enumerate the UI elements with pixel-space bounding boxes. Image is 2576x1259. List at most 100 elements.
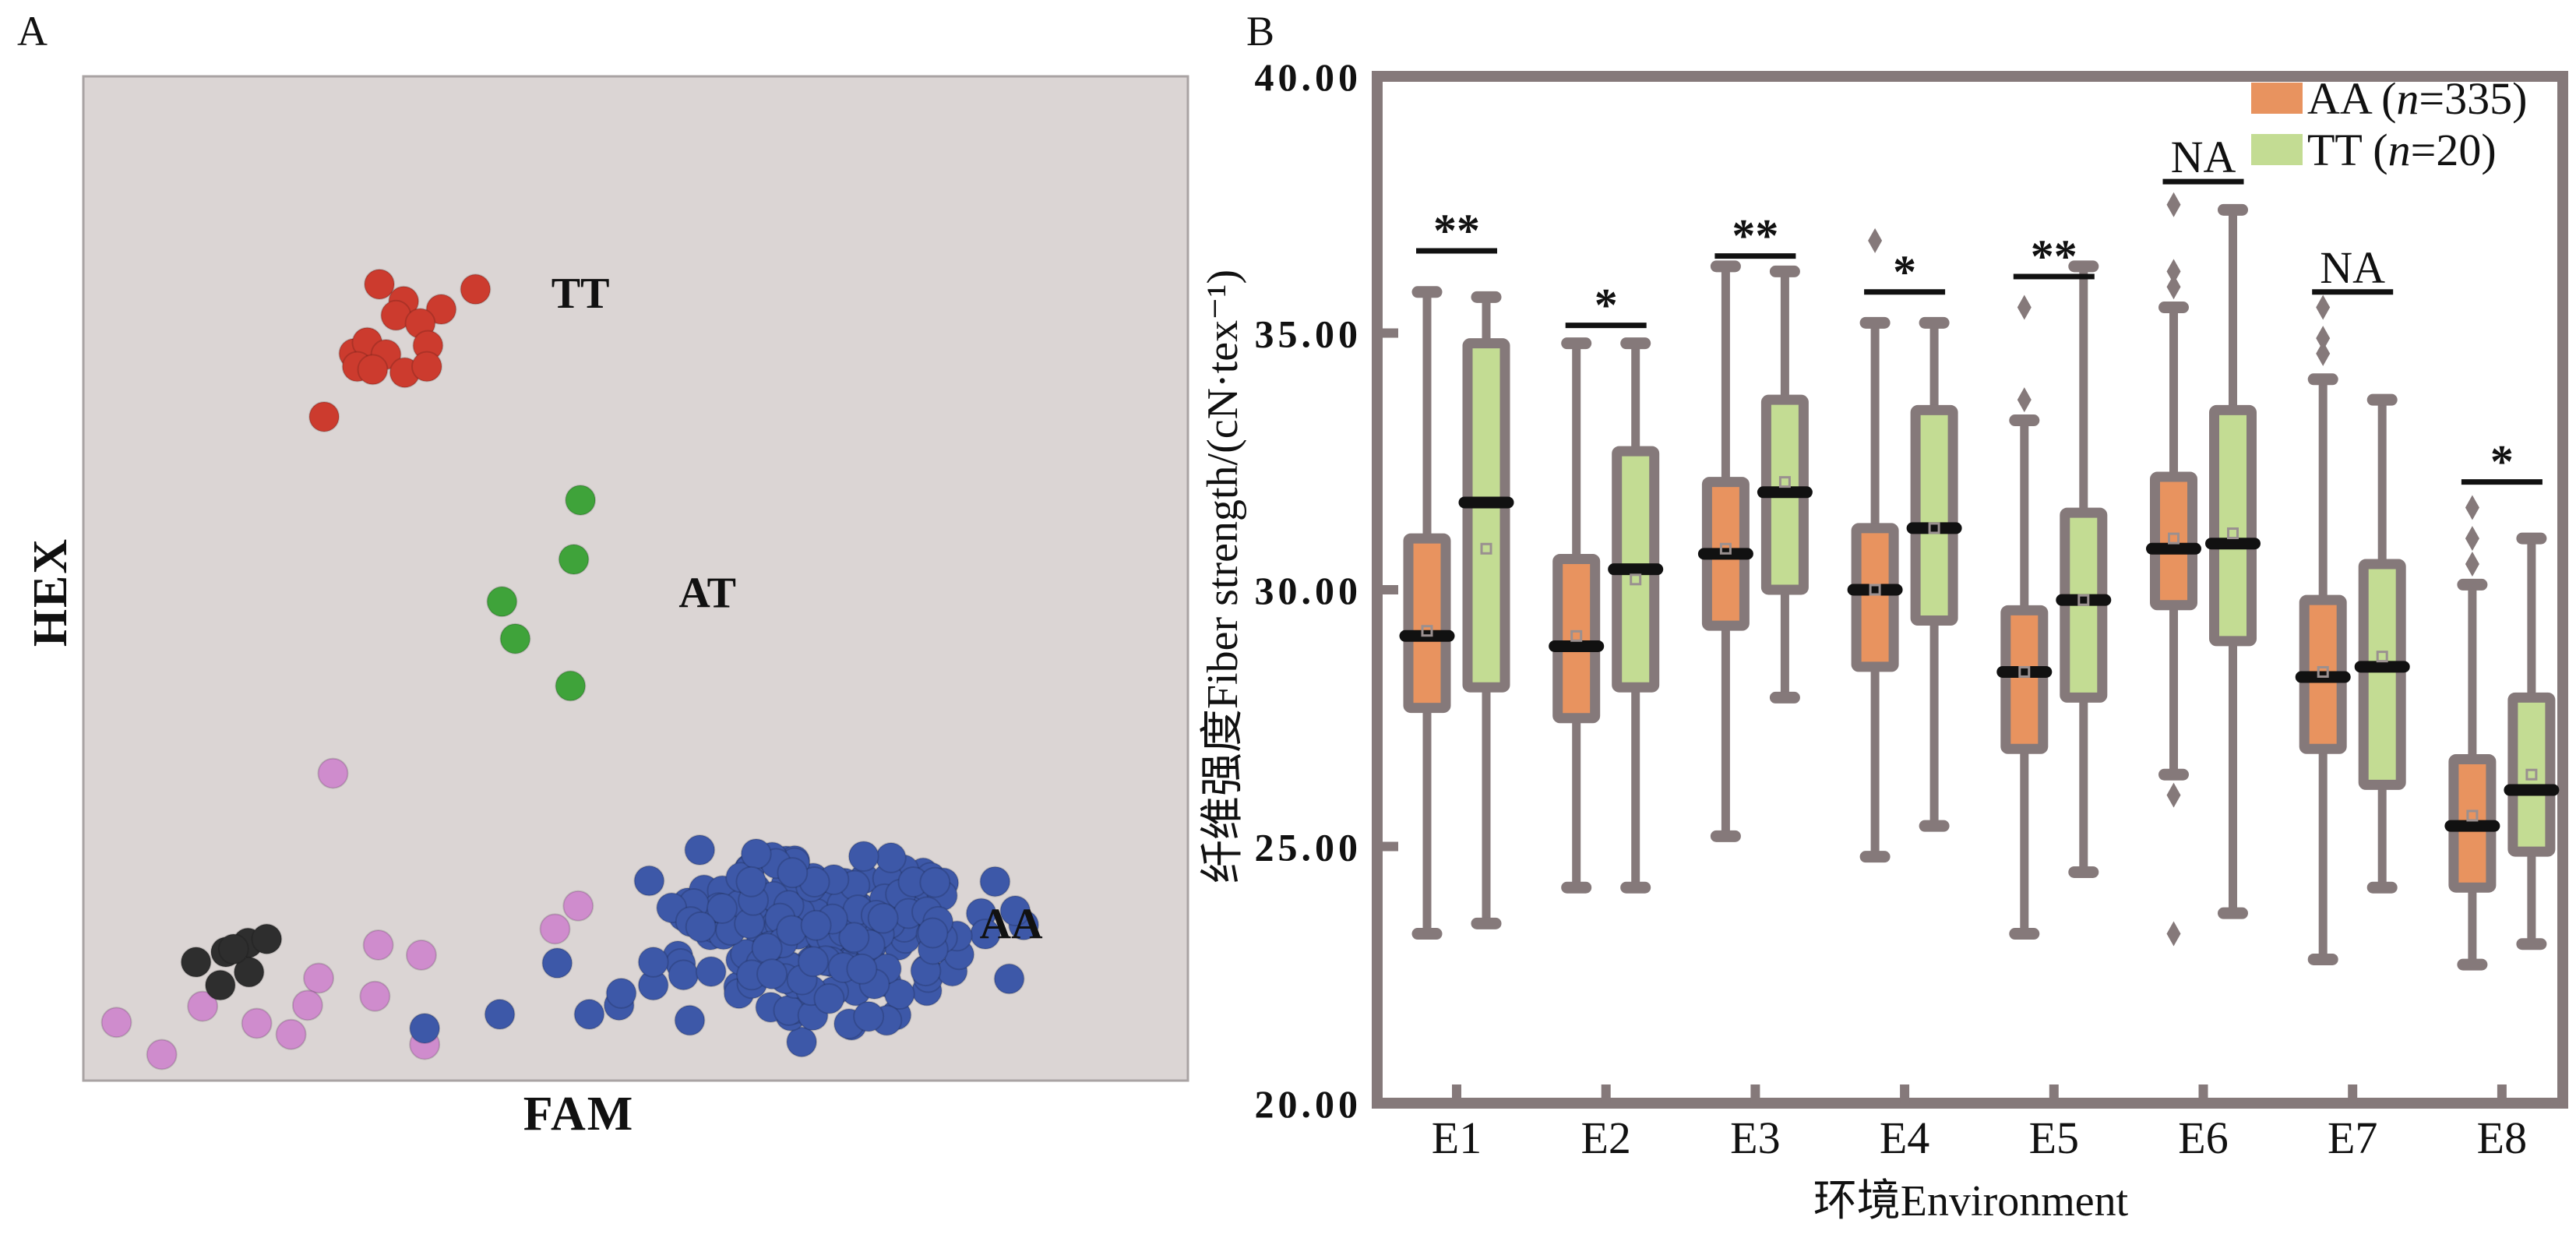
scatter-point <box>565 484 597 516</box>
scatter-series-at <box>486 484 597 702</box>
outlier-diamond <box>2166 921 2181 947</box>
scatter-point <box>460 273 492 305</box>
scatter-point <box>204 969 236 1001</box>
scatter-point <box>291 989 323 1021</box>
scatter-points <box>100 268 1040 1070</box>
box-iqr <box>2000 605 2049 754</box>
cluster-label-aa: AA <box>980 901 1043 949</box>
scatter-point <box>668 959 700 991</box>
scatter-series-ntc <box>180 923 283 1001</box>
scatter-point <box>405 939 437 971</box>
y-axis-title-hex: HEX <box>24 538 77 647</box>
scatter-point <box>740 838 772 869</box>
outlier-diamond <box>2316 340 2331 366</box>
legend-swatch <box>2251 83 2303 114</box>
scatter-point <box>308 400 340 432</box>
legend-label-suffix: =335) <box>2419 73 2527 124</box>
boxplot-e3-tt <box>1757 265 1813 704</box>
mean-marker <box>1630 573 1642 586</box>
scatter-point <box>848 841 879 873</box>
mean-marker <box>2317 665 2329 678</box>
mean-marker <box>2077 594 2090 606</box>
significance-e2: * <box>1565 280 1647 331</box>
outlier-diamond <box>2166 782 2181 808</box>
scatter-point <box>867 902 899 934</box>
outlier-diamond <box>2465 552 2479 577</box>
significance-e5: ** <box>2013 231 2095 282</box>
scatter-point <box>838 922 870 954</box>
x-tick-label-e7: E7 <box>2328 1113 2377 1163</box>
scatter-point <box>786 1026 818 1058</box>
scatter-point <box>241 1007 273 1039</box>
legend-label-prefix: AA ( <box>2307 73 2396 124</box>
x-tick-label-e3: E3 <box>1730 1113 1780 1163</box>
scatter-point <box>756 958 788 990</box>
scatter-point <box>993 963 1025 995</box>
scatter-point <box>484 998 516 1030</box>
cluster-labels: TT AT AA <box>551 270 1043 948</box>
boxplot-e8-tt <box>2504 532 2560 950</box>
box-iqr <box>2358 559 2406 790</box>
significance-e8: * <box>2461 436 2543 488</box>
x-axis-ticks: E1 E2 E3 E4 E5 E6 E7 E8 <box>1432 1084 2527 1163</box>
scatter-point <box>685 911 717 943</box>
box-iqr <box>2150 471 2197 611</box>
cluster-label-at: AT <box>678 569 736 617</box>
mean-marker <box>2376 651 2388 663</box>
outlier-diamond <box>2166 274 2181 300</box>
significance-e4: * <box>1864 246 1946 298</box>
significance-label: NA <box>2171 132 2236 182</box>
scatter-point <box>362 929 394 961</box>
boxplot-e4-tt <box>1906 316 1962 832</box>
scatter-point <box>853 1000 885 1032</box>
scatter-point <box>499 622 531 654</box>
mean-marker <box>1778 476 1791 488</box>
outlier-diamond <box>2166 192 2181 217</box>
scatter-point <box>562 890 594 922</box>
scatter-point <box>364 268 396 300</box>
x-axis-title-fam: FAM <box>523 1088 635 1141</box>
scatter-series-aa <box>409 834 1040 1058</box>
y-axis-ticks: 20.00 25.00 30.00 35.00 40.00 <box>1255 55 1398 1126</box>
scatter-point <box>539 913 571 945</box>
cluster-label-tt: TT <box>551 270 610 318</box>
scatter-point <box>359 980 391 1012</box>
outlier-diamond <box>2166 259 2181 284</box>
significance-label: ** <box>2031 231 2077 282</box>
box-iqr <box>1552 553 1601 724</box>
scatter-point <box>180 946 212 978</box>
legend-label-suffix: =20) <box>2411 125 2497 175</box>
scatter-point <box>187 990 219 1022</box>
scatter-point <box>357 354 389 386</box>
scatter-point <box>251 923 283 955</box>
outlier-diamond <box>1868 227 1883 253</box>
scatter-point <box>777 857 809 889</box>
box-iqr <box>2209 404 2257 647</box>
legend-swatch <box>2251 134 2303 165</box>
scatter-point <box>979 866 1011 898</box>
scatter-point <box>409 1012 441 1044</box>
boxplot-e3-aa <box>1697 260 1753 842</box>
significance-label: ** <box>1433 205 1480 256</box>
scatter-point <box>425 294 457 326</box>
boxplot-e8-aa <box>2444 495 2500 971</box>
scatter-point <box>233 956 265 988</box>
outlier-diamond <box>2316 326 2331 351</box>
scatter-series-undetermined <box>100 757 594 1070</box>
mean-marker <box>1421 625 1433 637</box>
scatter-point <box>605 977 637 1009</box>
mean-marker <box>1928 522 1940 534</box>
legend-item-aa: AA (n=335) <box>2251 73 2527 124</box>
scatter-point <box>919 866 951 898</box>
scatter-point <box>146 1039 178 1070</box>
scatter-point <box>684 834 716 866</box>
mean-marker <box>2525 768 2538 781</box>
boxplot-e1-aa <box>1399 286 1455 940</box>
significance-e6: NA <box>2162 132 2244 185</box>
x-tick-label-e2: E2 <box>1580 1113 1630 1163</box>
box-iqr <box>1910 404 1958 626</box>
legend-label: TT (n=20) <box>2307 125 2497 175</box>
box-iqr <box>1462 338 1510 693</box>
scatter-point <box>486 586 518 618</box>
x-tick-label-e6: E6 <box>2178 1113 2228 1163</box>
